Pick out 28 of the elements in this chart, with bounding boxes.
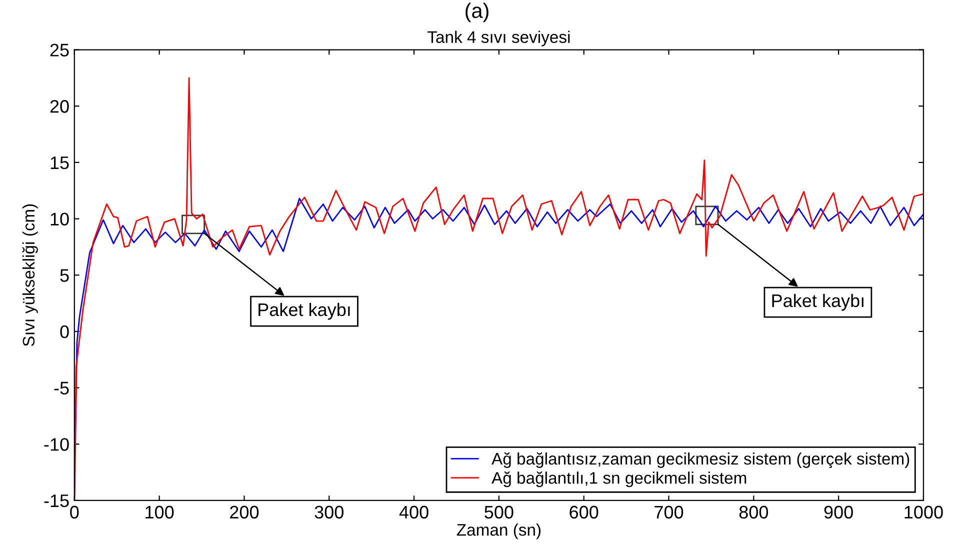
annotation: Paket kaybı	[258, 302, 350, 320]
y-axis-title: Sıvı yüksekliği (cm)	[22, 204, 38, 346]
y-tick-label: -5	[54, 382, 69, 395]
x-tick-label: 100	[146, 506, 174, 519]
y-tick-label: 10	[50, 212, 69, 226]
y-tick-label: 20	[50, 100, 69, 113]
x-tick-label: 0	[70, 506, 79, 519]
y-tick-label: 0	[60, 325, 69, 338]
x-tick-label: 200	[230, 506, 259, 519]
y-tick-label: 5	[60, 269, 69, 282]
y-tick-label: 15	[50, 156, 69, 170]
annotation: Paket kaybı	[772, 294, 864, 311]
text: (a)	[466, 2, 488, 22]
x-tick-label: 300	[314, 506, 344, 519]
x-tick-label: 800	[739, 506, 768, 519]
x-tick-label: 900	[824, 506, 853, 519]
legend-label: Ağ bağlantılı,1 sn gecikmeli sistem	[492, 471, 746, 488]
x-tick-label: 600	[570, 506, 598, 519]
x-axis-title: Zaman (sn)	[456, 524, 541, 540]
x-tick-label: 700	[654, 506, 684, 519]
y-tick-label: -10	[44, 438, 69, 451]
x-tick-label: 1000	[904, 506, 943, 519]
x-tick-label: 400	[399, 506, 428, 519]
legend-label: Ağ bağlantısız,zaman gecikmesiz sistem (gerçek sistem)	[492, 452, 910, 468]
y-tick-label: -15	[44, 494, 69, 508]
chart-title: Tank 4 sıvı seviyesi	[428, 30, 570, 46]
y-tick-label: 25	[50, 44, 69, 56]
x-tick-label: 500	[484, 506, 514, 519]
